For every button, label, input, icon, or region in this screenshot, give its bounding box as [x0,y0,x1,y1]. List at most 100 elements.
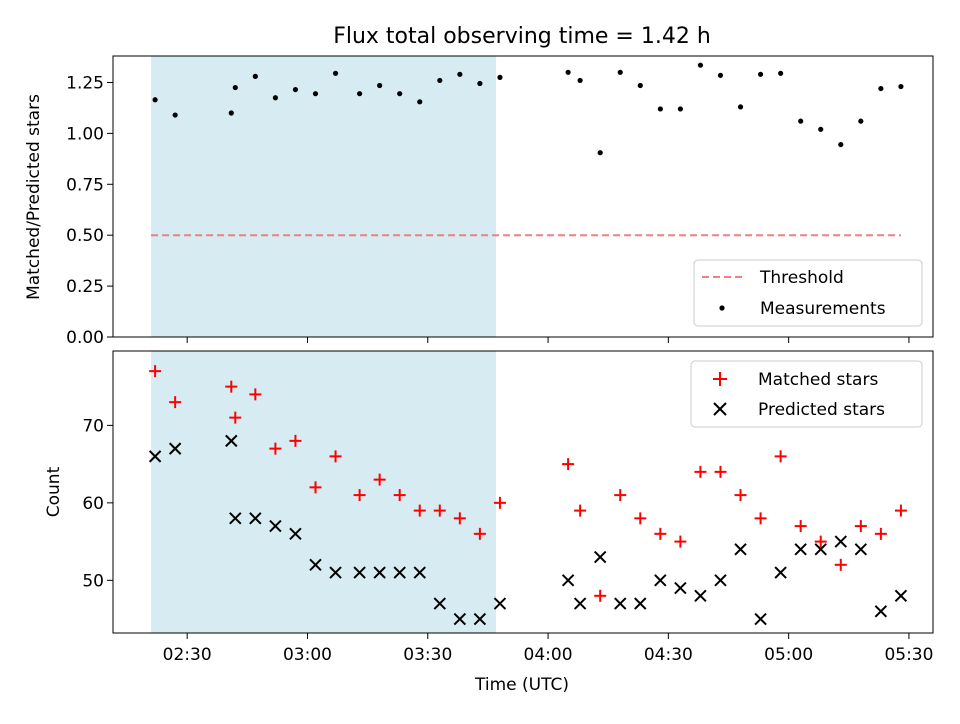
matched-legend-swatch [713,372,727,386]
measurements-legend-label: Measurements [760,299,886,319]
measurement-point [657,106,663,112]
matched-legend-label: Matched stars [758,370,878,390]
measurement-point [172,112,178,118]
y-tick-label: 0.75 [66,175,104,195]
predicted-stars-point [634,597,647,610]
matched-stars-point [734,489,747,502]
matched-stars-point [169,396,182,409]
predicted-stars-point [453,612,467,626]
matched-stars-point [834,558,847,571]
measurement-point [397,91,403,97]
bottom-panel-shaded-region [151,351,496,633]
x-tick-label: 03:30 [403,645,452,665]
measurement-point [818,126,824,132]
bottom-panel-ylabel: Count [44,466,64,517]
matched-stars-point [393,489,406,502]
predicted-stars-point [269,519,282,533]
top-panel-marks [151,62,904,237]
measurement-point [228,110,234,116]
measurement-point [878,85,884,92]
measurement-point [858,118,864,124]
matched-stars-point [493,496,506,509]
measurement-point [417,99,423,105]
measurement-point [357,91,363,97]
x-tick-label: 02:30 [163,645,212,665]
top-panel-ylabel: Matched/Predicted stars [24,94,44,300]
measurement-point [152,97,158,103]
measurement-point [232,84,238,91]
predicted-stars-point [249,512,262,525]
predicted-stars-point [854,543,868,556]
measurement-point [252,73,258,79]
predicted-stars-point [834,535,847,548]
matched-stars-point [249,388,262,401]
x-tick-label: 04:00 [524,645,573,665]
y-tick-label: 0.00 [66,328,104,348]
x-tick-label: 04:30 [644,645,693,665]
top-panel: 0.00 0.25 0.50 0.75 1.00 1.25 Matched/Predict… [24,55,934,348]
measurement-point [477,80,483,87]
x-tick-label: 05:00 [764,645,813,665]
predicted-stars-point [654,574,667,587]
predicted-stars-point [561,574,575,587]
matched-stars-point [594,589,607,602]
x-tick-label: 05:30 [884,645,933,665]
top-legend-box [693,259,923,327]
measurements-legend-swatch [719,305,725,311]
predicted-stars-point [309,558,322,572]
y-tick-label: 70 [82,416,104,436]
predicted-stars-point [754,612,767,626]
matched-stars-point [694,465,707,478]
measurement-point [898,83,904,90]
predicted-stars-point [874,605,888,618]
threshold-legend-label: Threshold [759,268,844,288]
measurement-point [437,77,443,84]
matched-stars-point [149,365,162,378]
bottom-panel: 50 60 70 02:30 03:00 03:30 04:00 04:30 05:00 05:… [44,350,934,665]
measurement-point [778,70,784,76]
matched-stars-point [453,512,466,525]
top-panel-x-ticks [186,337,910,343]
measurement-point [737,104,744,110]
measurement-point [312,91,319,97]
matched-stars-point [353,489,366,502]
measurement-point [332,70,339,76]
predicted-stars-point [593,550,607,564]
matched-stars-point [229,411,242,424]
bottom-legend: Matched stars Predicted stars [690,360,923,428]
measurement-point [377,82,383,89]
measurement-point [497,74,503,80]
top-panel-y-ticks: 0.00 0.25 0.50 0.75 1.00 1.25 [66,73,113,348]
predicted-legend-label: Predicted stars [758,400,885,420]
bottom-panel-marks [148,365,908,626]
measurement-point [677,106,683,112]
predicted-stars-point [433,597,447,610]
matched-stars-point [774,450,787,463]
matched-stars-point [674,535,687,548]
matched-stars-point [614,489,627,502]
measurement-point [838,141,844,148]
predicted-stars-point [473,612,487,626]
measurement-point [798,118,804,124]
y-tick-label: 1.25 [66,73,104,93]
matched-stars-point [329,450,342,463]
measurement-point [272,95,278,101]
chart-title: Flux total observing time = 1.42 h [333,24,711,49]
predicted-stars-point [148,450,162,463]
top-panel-frame [112,55,934,338]
predicted-legend-swatch [713,402,727,416]
bottom-legend-box [690,360,923,428]
matched-stars-point [562,458,575,471]
measurement-point [757,71,764,77]
matched-stars-point [854,520,867,533]
matched-stars-point [309,481,322,494]
predicted-stars-point [413,566,426,579]
predicted-stars-point [573,597,587,610]
measurement-point [457,71,463,77]
predicted-stars-point [614,597,627,610]
measurement-point [617,69,623,75]
predicted-stars-point [225,434,238,448]
matched-stars-point [874,527,887,540]
matched-stars-point [634,512,647,525]
predicted-stars-point [393,566,406,579]
